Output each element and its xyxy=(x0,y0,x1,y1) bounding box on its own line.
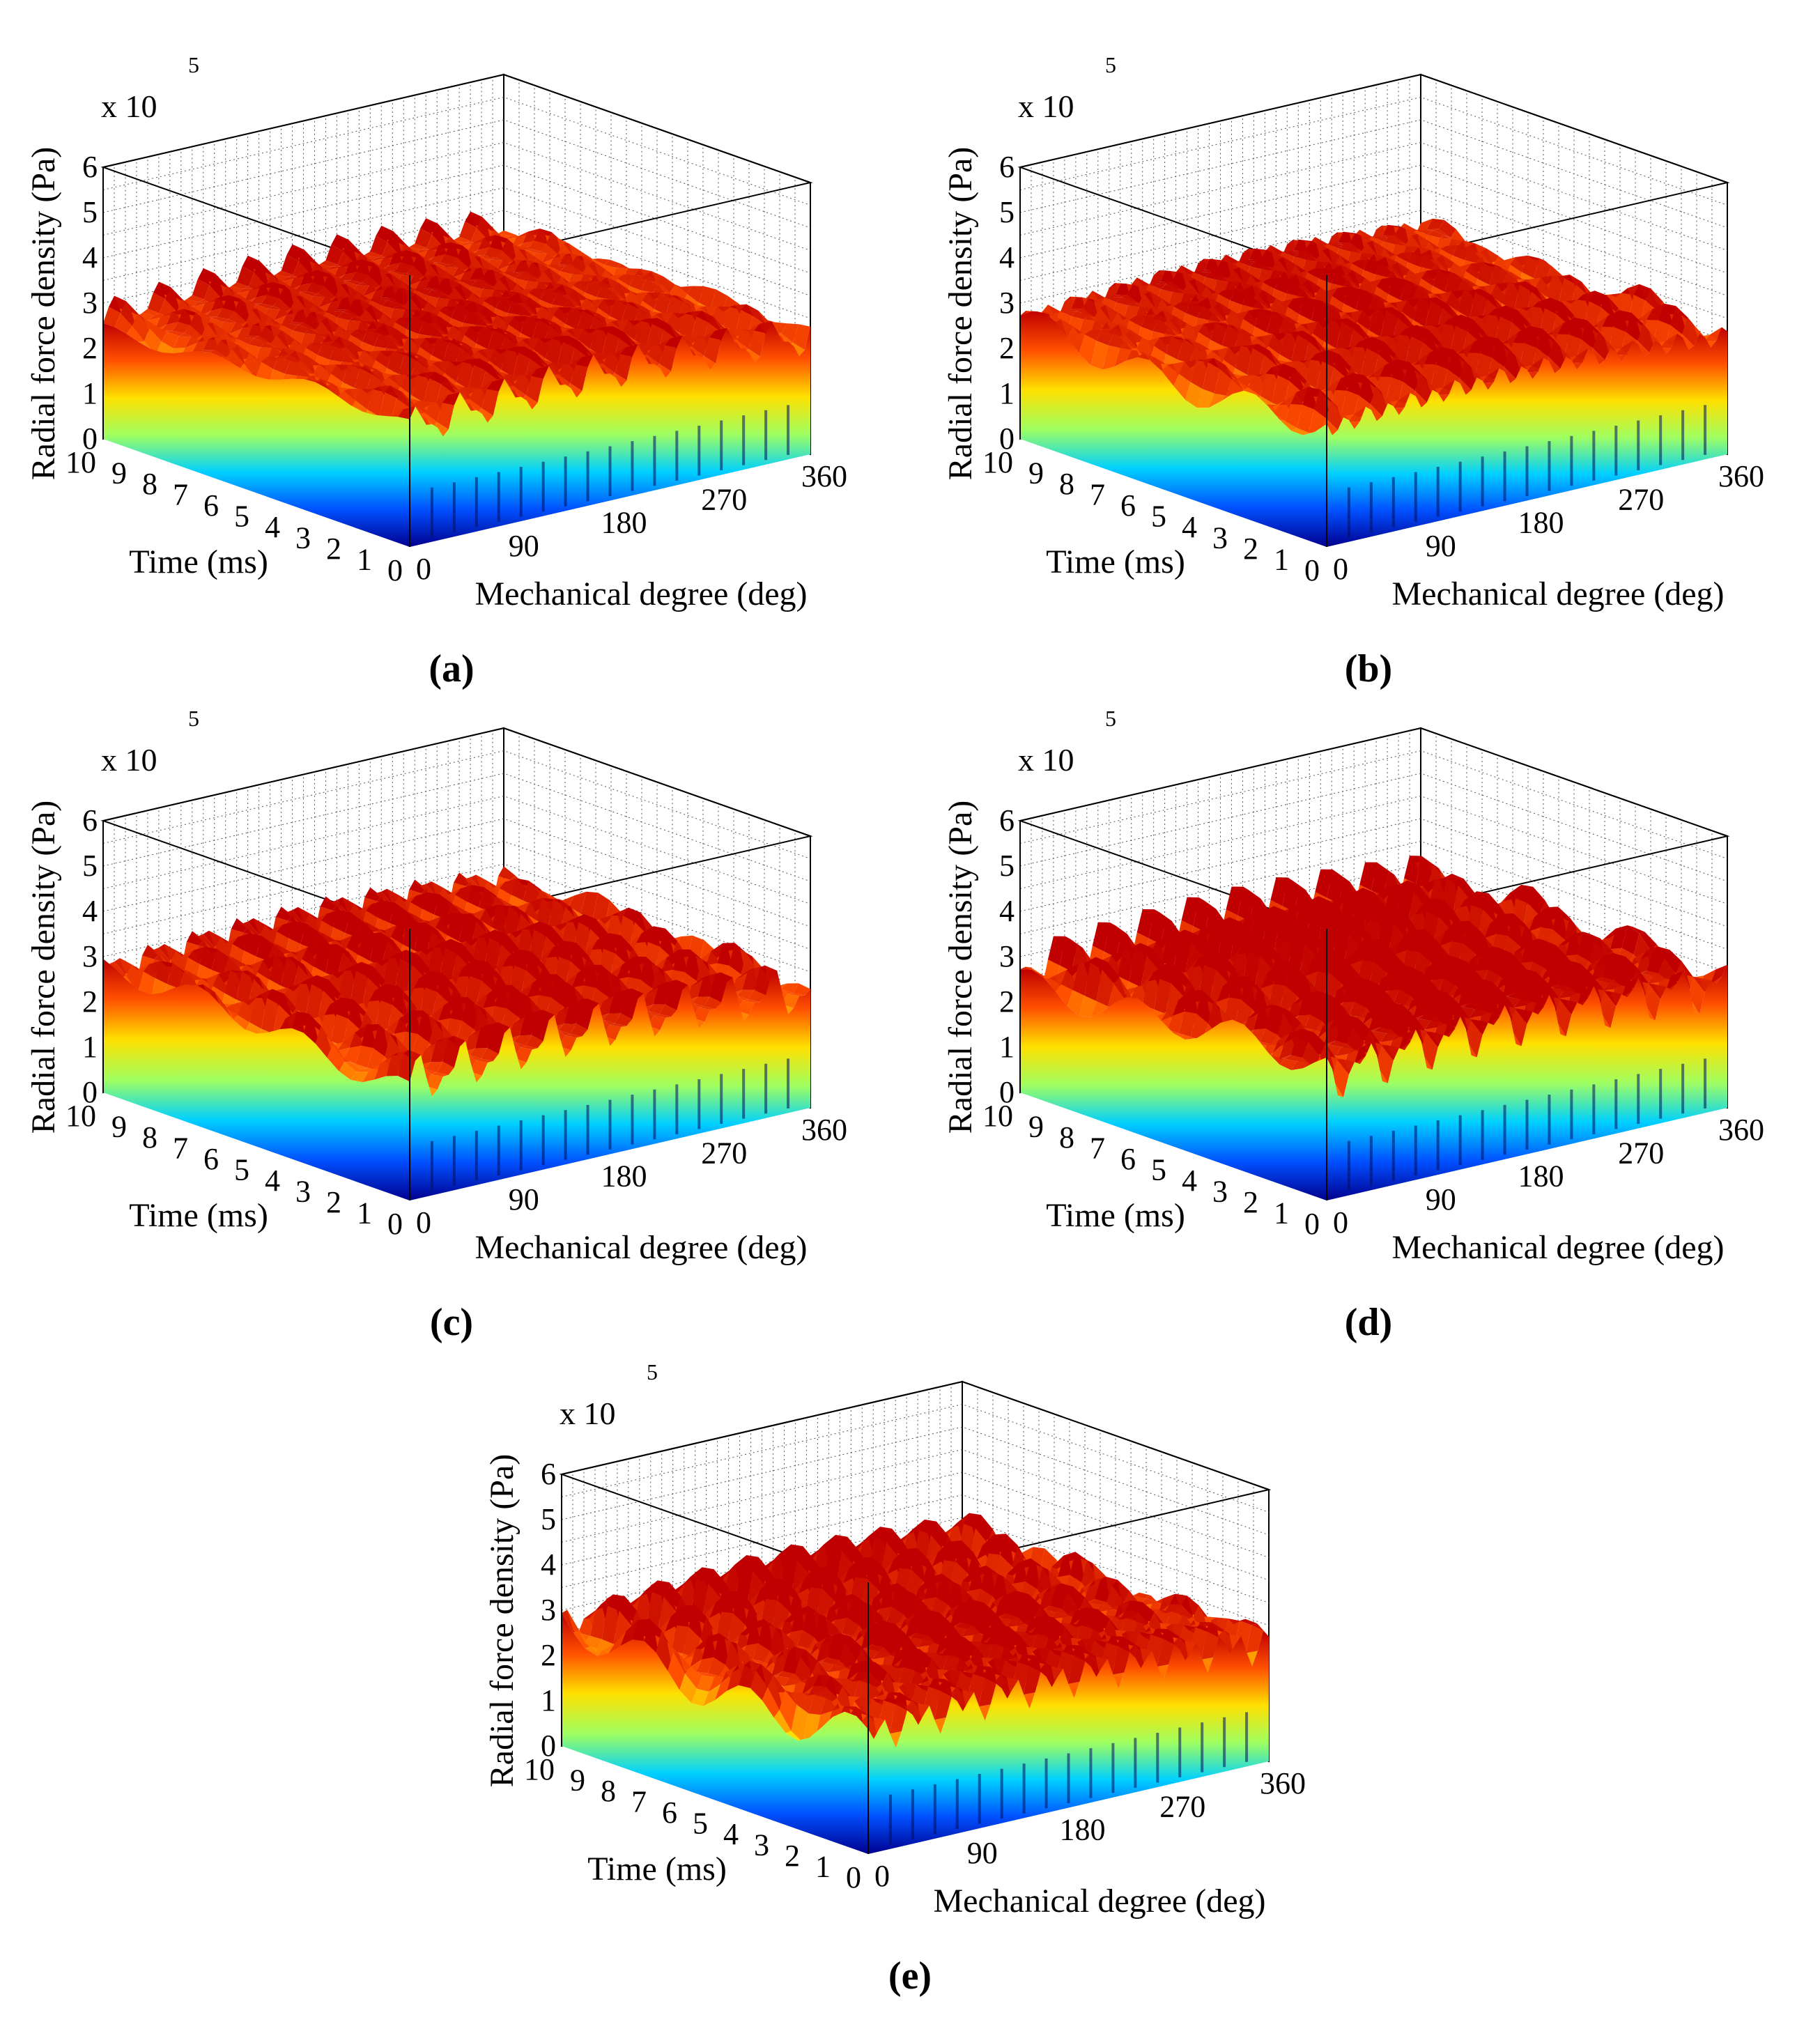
z-tick-label: 5 xyxy=(999,195,1015,229)
y-tick-label: 2 xyxy=(1243,532,1258,566)
x-tick-label: 90 xyxy=(509,529,539,563)
z-tick-label: 1 xyxy=(82,376,98,410)
y-tick-label: 5 xyxy=(1151,500,1166,534)
panel-label: (a) xyxy=(429,647,474,690)
z-axis-title: Radial force density (Pa) xyxy=(25,147,62,481)
y-axis-title: Time (ms) xyxy=(129,543,268,580)
y-tick-label: 6 xyxy=(1120,488,1136,523)
x-tick-label: 0 xyxy=(416,552,431,586)
y-tick-label: 5 xyxy=(234,500,249,534)
y-tick-label: 10 xyxy=(65,445,96,479)
x-tick-label: 180 xyxy=(1518,506,1564,540)
z-tick-label: 4 xyxy=(999,240,1015,275)
y-tick-label: 9 xyxy=(111,456,127,491)
panel-label: (b) xyxy=(1345,647,1392,690)
z-tick-label: 3 xyxy=(999,286,1015,320)
z-tick-label: 5 xyxy=(82,195,98,229)
x-tick-label: 180 xyxy=(601,506,647,540)
z-multiplier: x 10 xyxy=(1018,88,1074,124)
x-axis-title: Mechanical degree (deg) xyxy=(475,576,807,612)
y-tick-label: 8 xyxy=(142,467,157,501)
y-tick-label: 0 xyxy=(1304,553,1320,587)
z-tick-label: 3 xyxy=(82,286,98,320)
x-tick-label: 270 xyxy=(701,482,747,516)
x-tick-label: 0 xyxy=(1333,552,1348,586)
y-tick-label: 8 xyxy=(1059,467,1074,501)
x-tick-label: 90 xyxy=(1426,529,1456,563)
y-tick-label: 0 xyxy=(387,553,403,587)
x-axis-title: Mechanical degree (deg) xyxy=(1391,576,1724,612)
y-tick-label: 3 xyxy=(1212,521,1228,555)
y-tick-label: 6 xyxy=(203,488,219,523)
y-tick-label: 4 xyxy=(1182,510,1197,544)
y-tick-label: 1 xyxy=(357,543,372,577)
z-axis-title: Radial force density (Pa) xyxy=(942,147,979,481)
z-tick-label: 4 xyxy=(82,240,98,275)
z-exponent: 5 xyxy=(1105,52,1116,77)
x-tick-label: 360 xyxy=(1718,459,1764,493)
z-tick-label: 6 xyxy=(999,150,1015,184)
y-tick-label: 7 xyxy=(173,478,188,512)
z-tick-label: 2 xyxy=(999,331,1015,365)
z-tick-label: 1 xyxy=(999,376,1015,410)
y-axis-title: Time (ms) xyxy=(1046,543,1185,580)
y-tick-label: 7 xyxy=(1090,478,1105,512)
y-tick-label: 3 xyxy=(295,521,311,555)
y-tick-label: 1 xyxy=(1274,543,1289,577)
x-tick-label: 270 xyxy=(1618,482,1664,516)
x-tick-label: 360 xyxy=(801,459,847,493)
y-tick-label: 9 xyxy=(1028,456,1044,491)
y-tick-label: 10 xyxy=(982,445,1013,479)
y-tick-label: 2 xyxy=(326,532,341,566)
z-exponent: 5 xyxy=(188,52,199,77)
z-tick-label: 6 xyxy=(82,150,98,184)
z-multiplier: x 10 xyxy=(101,88,157,124)
y-tick-label: 4 xyxy=(265,510,280,544)
z-tick-label: 2 xyxy=(82,331,98,365)
